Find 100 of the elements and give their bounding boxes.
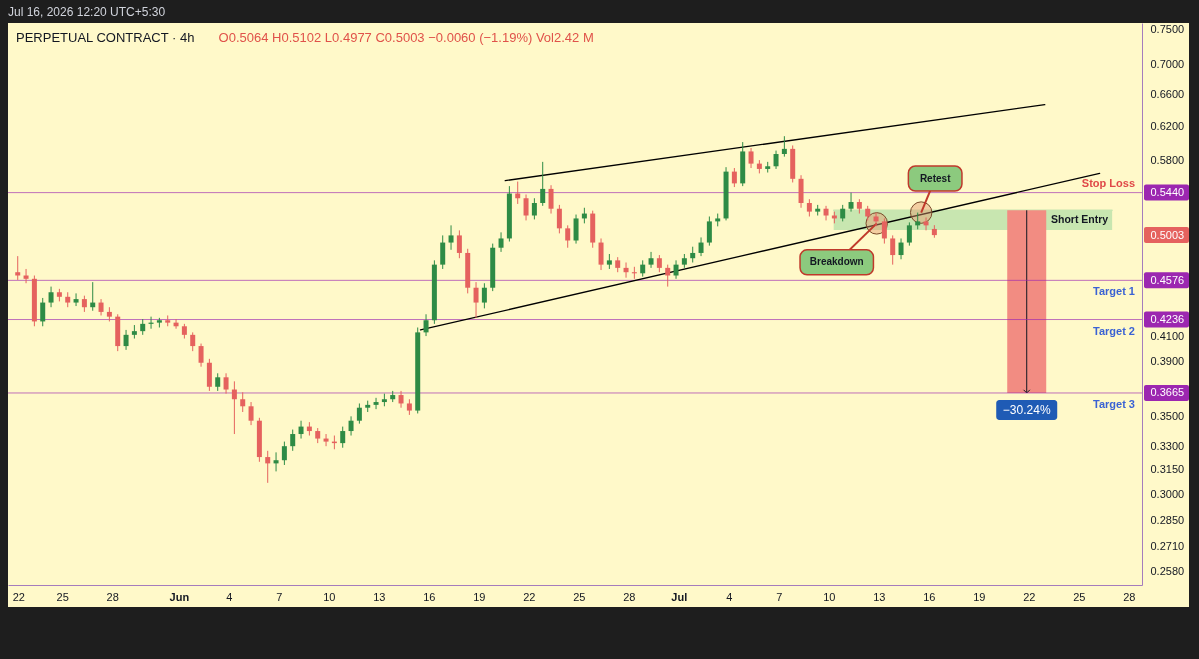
- candlestick: [673, 259, 679, 280]
- candlestick: [623, 261, 629, 279]
- x-tick-label: 7: [276, 590, 283, 603]
- x-tick-label: 28: [106, 590, 119, 603]
- candlestick: [223, 372, 229, 395]
- x-tick-label: 16: [423, 590, 436, 603]
- candlestick: [748, 147, 754, 169]
- text: O0.5064 H0.5102 L0.4977 C0.5003 −0.0060 (−1.19%) Vol2.42 M: [218, 30, 594, 45]
- series-label: −30.24%: [1002, 402, 1051, 417]
- candlestick: [265, 450, 271, 484]
- y-tick-label: 0.3300: [1150, 439, 1185, 452]
- candlestick: [198, 343, 204, 368]
- candlestick: [531, 197, 537, 220]
- y-tick-label: 0.4100: [1150, 329, 1185, 342]
- candlestick: [248, 401, 254, 426]
- y-tick-label: 0.5003: [1150, 228, 1185, 241]
- x-tick-label: 16: [923, 590, 936, 603]
- candlestick: [898, 237, 904, 260]
- x-tick-label: 7: [776, 590, 783, 603]
- x-tick-label: 22: [523, 590, 536, 603]
- candlestick: [448, 224, 454, 251]
- candlestick: [890, 234, 896, 266]
- y-tick-label: 0.7500: [1150, 23, 1185, 36]
- ref-line-label: Target 2: [1093, 324, 1135, 337]
- candlestick: [881, 217, 887, 245]
- y-tick-label: 0.2580: [1150, 564, 1185, 577]
- ref-line-label: Target 1: [1093, 285, 1135, 298]
- candlestick: [423, 313, 429, 337]
- candlestick: [473, 281, 479, 319]
- candlestick: [773, 150, 779, 170]
- candlestick: [665, 264, 671, 288]
- candlestick: [273, 451, 279, 472]
- y-tick-label: 0.5440: [1150, 186, 1185, 199]
- y-tick-label: 0.4576: [1150, 273, 1185, 286]
- y-tick-label: 0.3500: [1150, 409, 1185, 422]
- candlestick: [348, 415, 354, 437]
- candlestick: [598, 237, 604, 271]
- y-tick-label: 0.6200: [1150, 119, 1185, 132]
- series-label: Short Entry: [1050, 213, 1109, 226]
- candlestick: [40, 297, 46, 327]
- y-tick-label: 0.3150: [1150, 463, 1185, 476]
- candlestick: [440, 234, 446, 270]
- candlestick: [548, 184, 554, 215]
- y-tick-label: 0.3000: [1150, 488, 1185, 501]
- candlestick: [781, 135, 787, 158]
- candlestick: [848, 192, 854, 213]
- candlestick: [540, 161, 546, 207]
- x-tick-label: 19: [473, 590, 486, 603]
- candlestick: [323, 433, 329, 447]
- x-tick-label: 25: [1073, 590, 1086, 603]
- y-tick-label: 0.7000: [1150, 58, 1185, 71]
- x-tick-label: 22: [12, 590, 25, 603]
- x-tick-label: 22: [1023, 590, 1036, 603]
- candlestick: [456, 229, 462, 259]
- candlestick: [15, 255, 21, 281]
- candlestick: [240, 391, 246, 413]
- y-tick-label: 0.4236: [1150, 313, 1185, 326]
- candlestick: [123, 329, 129, 351]
- candlestick: [498, 231, 504, 253]
- x-tick-label: 13: [873, 590, 886, 603]
- candlestick: [556, 204, 562, 234]
- x-tick-label: 25: [56, 590, 69, 603]
- x-tick-label: 4: [226, 590, 233, 603]
- candlestick: [823, 205, 829, 221]
- candlestick: [340, 426, 346, 449]
- y-tick-label: 0.5800: [1150, 153, 1185, 166]
- candlestick: [373, 397, 379, 410]
- x-tick-label: Jul: [671, 590, 688, 603]
- y-tick-label: 0.6600: [1150, 88, 1185, 101]
- candlestick: [231, 380, 237, 435]
- y-tick-label: 0.2710: [1150, 539, 1185, 552]
- candlestick: [906, 221, 912, 247]
- x-tick-label: 10: [323, 590, 336, 603]
- text: PERPETUAL CONTRACT · 4h: [16, 30, 195, 45]
- candlestick: [48, 286, 54, 308]
- candlestick: [873, 212, 879, 227]
- candlestick: [356, 402, 362, 425]
- y-tick-label: 0.3900: [1150, 354, 1185, 367]
- annotation: Breakdown: [809, 256, 864, 268]
- y-tick-label: 0.3665: [1150, 386, 1185, 399]
- candlestick: [565, 224, 571, 249]
- x-tick-label: 28: [1123, 590, 1136, 603]
- candlestick: [73, 292, 79, 307]
- candlestick: [298, 420, 304, 440]
- text: Jul 16, 2026 12:20 UTC+5:30: [8, 5, 166, 19]
- candlestick: [398, 390, 404, 409]
- candlestick: [523, 193, 529, 221]
- candlestick: [648, 251, 654, 269]
- y-tick-label: 0.2850: [1150, 514, 1185, 527]
- x-tick-label: 28: [623, 590, 636, 603]
- candlestick: [573, 214, 579, 245]
- candlestick: [290, 429, 296, 452]
- candlestick: [481, 282, 487, 309]
- x-tick-label: 25: [573, 590, 586, 603]
- x-tick-label: 19: [973, 590, 986, 603]
- candlestick: [706, 215, 712, 247]
- candlestick: [631, 266, 637, 280]
- ref-line-label: Stop Loss: [1081, 176, 1135, 189]
- x-tick-label: 13: [373, 590, 386, 603]
- annotation: Retest: [919, 172, 952, 184]
